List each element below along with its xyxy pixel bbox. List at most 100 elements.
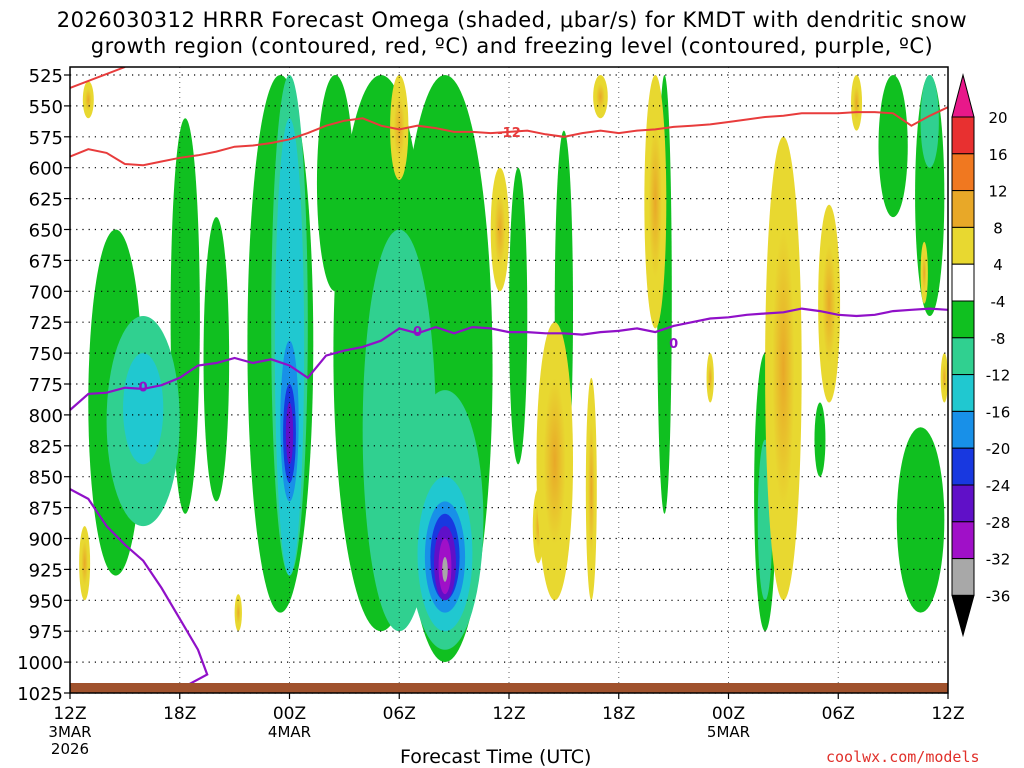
y-tick-label: 950	[29, 591, 63, 612]
colorbar-label: -20	[986, 440, 1011, 458]
colorbar-swatch	[951, 263, 975, 302]
x-tick-date: 3MAR	[48, 723, 91, 741]
y-tick-label: 1025	[17, 684, 63, 705]
colorbar-label: 16	[988, 146, 1007, 164]
colorbar-bottom-arrow	[951, 594, 975, 638]
omega-descent-area	[920, 241, 928, 304]
omega-descent-area	[585, 377, 597, 601]
colorbar-label: 8	[993, 219, 1003, 237]
x-tick-label: 18Z	[163, 704, 196, 724]
y-tick-label: 775	[29, 375, 63, 396]
x-tick-label: 00Z	[712, 704, 745, 724]
terrain-ground	[70, 683, 948, 693]
y-tick-label: 575	[29, 128, 63, 149]
colorbar-swatch	[951, 226, 975, 265]
omega-ascent-area	[920, 75, 939, 168]
colorbar-swatch	[951, 374, 975, 412]
omega-descent-area	[234, 594, 242, 632]
y-tick-label: 800	[29, 406, 63, 427]
red-contour-label: -12	[497, 126, 521, 141]
omega-descent-area	[765, 136, 802, 601]
colorbar-label: -4	[991, 293, 1006, 311]
omega-shading	[79, 74, 948, 663]
y-axis: 525 550 575 600 625 650 675 700 725 750 775 800 825 8…	[17, 66, 70, 705]
y-tick-label: 600	[29, 159, 63, 180]
omega-ascent-area	[896, 427, 945, 613]
omega-descent-area	[79, 526, 91, 601]
omega-ascent-area	[878, 75, 908, 218]
y-tick-label: 1000	[17, 653, 63, 674]
x-tick-label: 12Z	[53, 704, 86, 724]
colorbar-swatch	[951, 410, 975, 449]
y-tick-label: 675	[29, 251, 63, 272]
colorbar-label: 20	[988, 109, 1007, 127]
purple-contour-label: 0	[413, 325, 422, 340]
omega-descent-area	[644, 75, 667, 329]
y-tick-label: 900	[29, 530, 63, 551]
y-tick-label: 750	[29, 344, 63, 365]
colorbar-top-arrow	[951, 73, 975, 118]
omega-ascent-area	[508, 167, 528, 465]
y-tick-label: 700	[29, 282, 63, 303]
colorbar-label: 12	[988, 183, 1007, 201]
x-tick-label: 12Z	[492, 704, 525, 724]
omega-ascent-area	[123, 353, 164, 465]
colorbar-label: -24	[986, 477, 1011, 495]
y-tick-label: 725	[29, 313, 63, 334]
colorbar-swatch	[951, 300, 975, 339]
chart-title-line-1: 2026030312 HRRR Forecast Omega (shaded, …	[56, 8, 968, 32]
y-tick-label: 525	[29, 66, 63, 87]
omega-descent-area	[706, 353, 714, 403]
red-contour-minus12	[70, 106, 948, 167]
omega-ascent-area	[203, 217, 230, 502]
x-tick-label: 18Z	[602, 704, 635, 724]
contours: -12 0 0 0	[70, 67, 948, 693]
omega-descent-area	[940, 353, 948, 403]
y-tick-label: 850	[29, 468, 63, 489]
colorbar-label: 4	[993, 256, 1003, 274]
x-tick-label: 00Z	[273, 704, 306, 724]
omega-descent-area	[536, 322, 574, 601]
purple-contour-label: 0	[139, 380, 148, 395]
colorbar-label: -12	[986, 367, 1011, 385]
y-tick-label: 875	[29, 499, 63, 520]
x-tick-label: 06Z	[822, 704, 855, 724]
x-tick-label: 12Z	[931, 704, 964, 724]
omega-descent-area	[82, 81, 94, 119]
x-tick-date: 4MAR	[268, 723, 311, 741]
colorbar-swatch	[951, 153, 975, 192]
colorbar-label: -32	[986, 551, 1011, 569]
omega-descent-area	[851, 75, 863, 131]
omega-descent-area	[593, 75, 608, 119]
y-tick-label: 650	[29, 221, 63, 242]
x-axis-label: Forecast Time (UTC)	[400, 746, 592, 768]
colorbar-swatch	[951, 484, 975, 523]
colorbar-label: -28	[986, 514, 1011, 532]
colorbar-label: -16	[986, 403, 1011, 421]
purple-contour-label: 0	[669, 337, 678, 352]
y-tick-label: 975	[29, 622, 63, 643]
y-tick-label: 825	[29, 437, 63, 458]
x-tick-year: 2026	[51, 740, 89, 758]
grid	[69, 67, 949, 694]
x-tick-date: 5MAR	[707, 723, 750, 741]
colorbar-swatch	[951, 190, 975, 228]
red-contour-upper	[70, 67, 126, 89]
chart-title-line-2: growth region (contoured, red, ºC) and f…	[90, 34, 934, 58]
y-tick-label: 550	[29, 97, 63, 118]
colorbar-label: -8	[991, 330, 1006, 348]
colorbar-swatch	[951, 447, 975, 486]
colorbar-swatch	[951, 521, 975, 560]
colorbar: 20 16 12 8 4 -4 -8 -12 -16 -20 -24 -28 -32 -36	[951, 73, 1011, 638]
y-tick-label: 625	[29, 190, 63, 211]
colorbar-swatch	[951, 558, 975, 596]
omega-ascent-area	[442, 557, 448, 582]
credit-text: coolwx.com/models	[826, 748, 980, 766]
plot-frame	[69, 66, 949, 694]
purple-contour-0c	[70, 307, 948, 411]
colorbar-swatch	[951, 116, 975, 155]
colorbar-swatch	[951, 337, 975, 376]
colorbar-label: -36	[986, 587, 1011, 605]
